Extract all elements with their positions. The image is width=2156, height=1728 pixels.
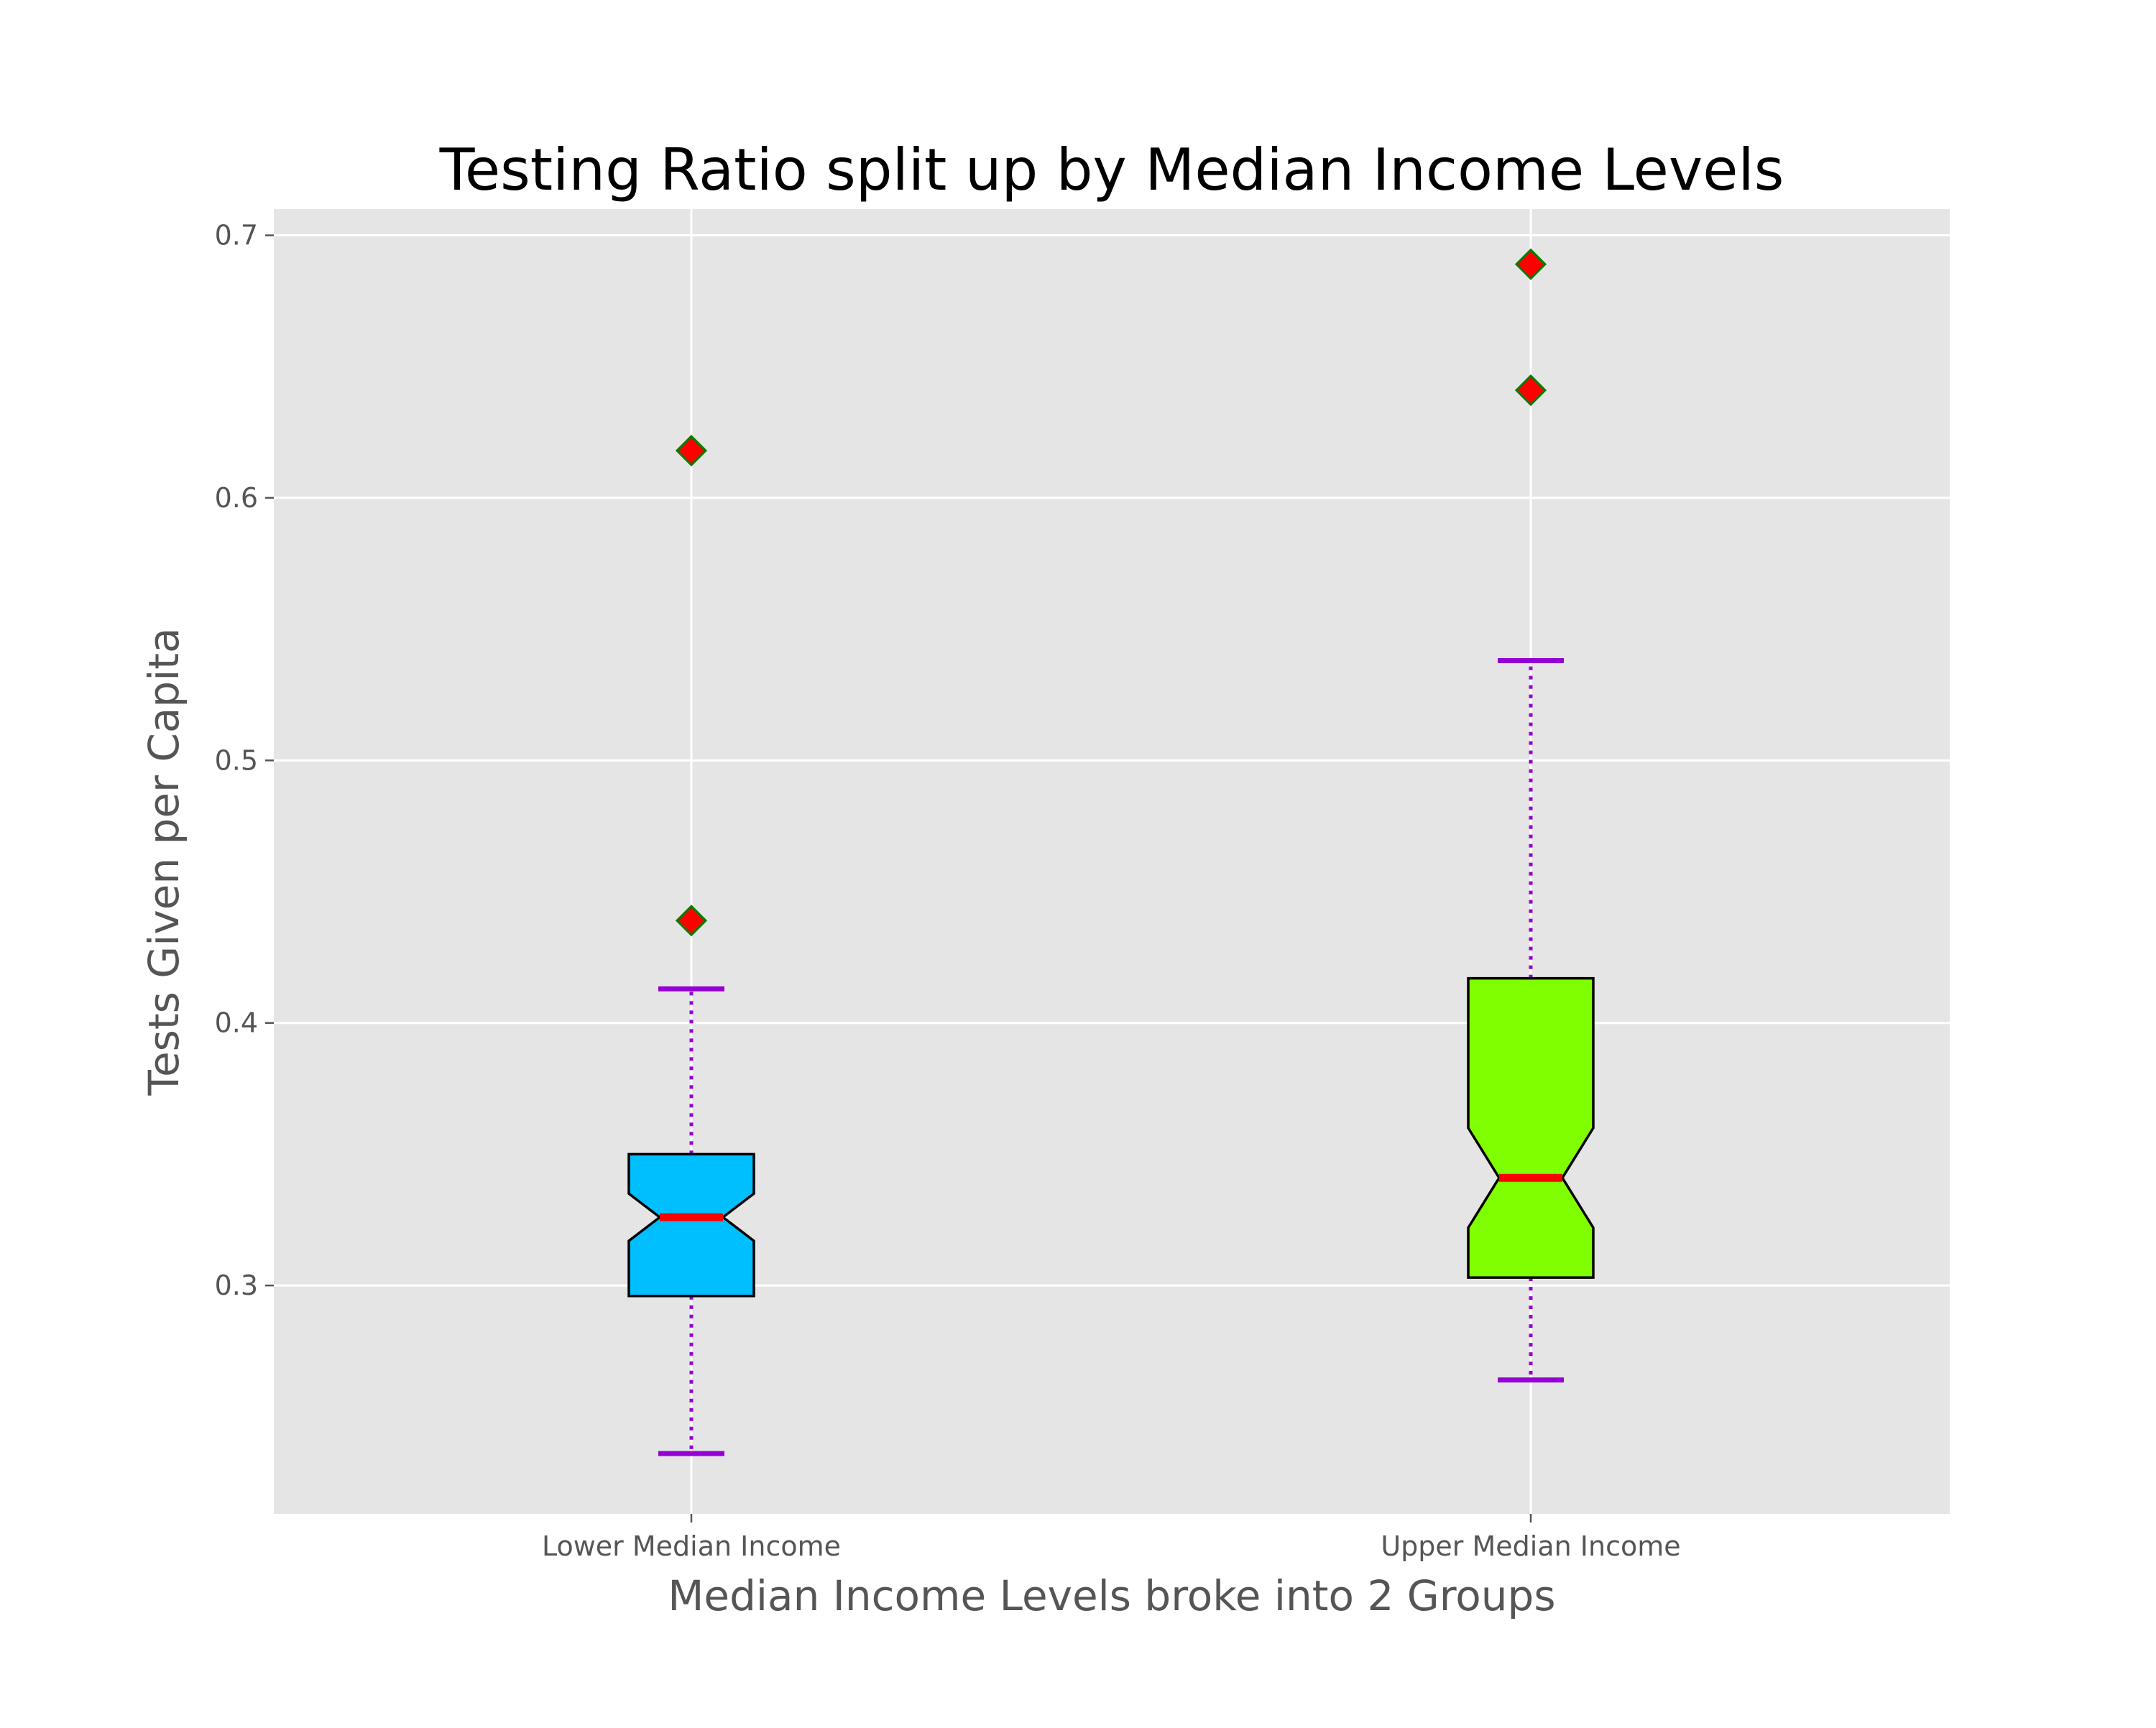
plot-area: [274, 209, 1950, 1514]
y-tick-label: 0.3: [215, 1270, 258, 1301]
y-tick-label: 0.7: [215, 220, 258, 251]
y-tick-label: 0.6: [215, 482, 258, 514]
outlier-point: [1514, 374, 1547, 407]
y-axis-label: Tests Given per Capita: [139, 627, 188, 1096]
y-tick-label: 0.4: [215, 1007, 258, 1039]
x-tick-label: Upper Median Income: [1381, 1530, 1680, 1562]
boxes: [627, 248, 1595, 1456]
outlier-point: [675, 905, 708, 937]
notched-box: [627, 1152, 755, 1298]
chart-title: Testing Ratio split up by Median Income …: [439, 137, 1784, 203]
x-axis-label: Median Income Levels broke into 2 Groups: [668, 1571, 1555, 1620]
outlier-point: [675, 435, 708, 467]
y-tick-label: 0.5: [215, 744, 258, 776]
x-tick-label: Lower Median Income: [542, 1530, 841, 1562]
axis-ticks: 0.3 0.4 0.5 0.6 0.7 Lower Median Income Upper …: [215, 220, 1681, 1562]
outlier-point: [1514, 248, 1547, 280]
notched-box: [1467, 976, 1595, 1279]
